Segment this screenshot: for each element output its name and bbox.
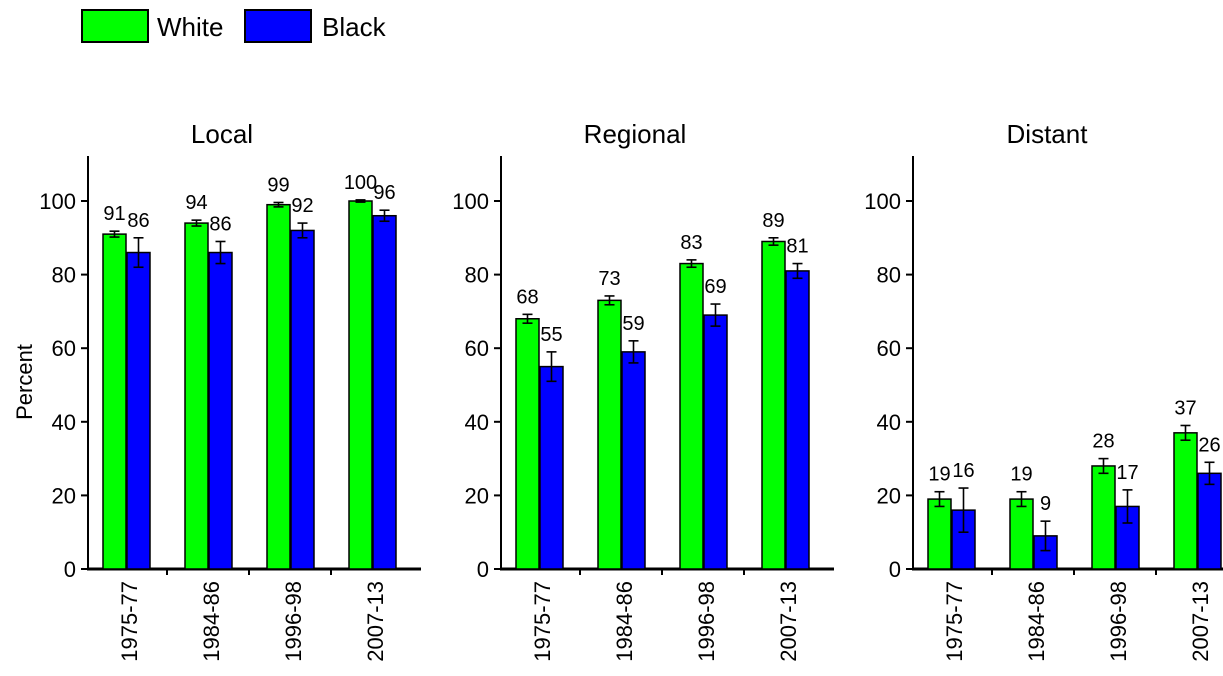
panel-regional: Regional 0 20 40 60 80 100 1975-77 1984-86 1996-9… bbox=[452, 119, 834, 662]
legend-swatch-black bbox=[244, 9, 312, 43]
bar-black-2007-13 bbox=[785, 270, 810, 570]
x-tick-label: 1996-98 bbox=[1106, 581, 1131, 662]
x-tick-label: 1984-86 bbox=[612, 581, 637, 662]
bar-white-1996-98 bbox=[1091, 465, 1116, 570]
data-label: 28 bbox=[1092, 431, 1114, 453]
bar-black-1984-86 bbox=[208, 251, 233, 570]
x-tick-label: 2007-13 bbox=[363, 581, 388, 662]
bar-black-1996-98 bbox=[290, 229, 315, 570]
bar-black-1975-77 bbox=[539, 365, 564, 570]
y-tick-label: 100 bbox=[39, 189, 76, 214]
data-label: 17 bbox=[1116, 462, 1138, 484]
panels: Local 0 20 40 60 80 100 1975-77 1984-86 1996-98 20… bbox=[39, 119, 1223, 662]
y-tick-label: 60 bbox=[877, 336, 901, 361]
data-label: 37 bbox=[1174, 397, 1196, 419]
y-tick-label: 20 bbox=[52, 483, 76, 508]
bar-black-2007-13 bbox=[372, 214, 397, 570]
y-tick-label: 20 bbox=[465, 483, 489, 508]
y-tick-label: 80 bbox=[465, 263, 489, 288]
data-label: 81 bbox=[786, 236, 808, 258]
data-label: 59 bbox=[622, 313, 644, 335]
x-tick-label: 2007-13 bbox=[1188, 581, 1213, 662]
y-tick-label: 60 bbox=[465, 336, 489, 361]
legend-swatch-white bbox=[81, 9, 149, 43]
data-label: 96 bbox=[373, 182, 395, 204]
y-axis-label: Percent bbox=[12, 344, 37, 420]
data-label: 55 bbox=[540, 324, 562, 346]
bar-black-1975-77 bbox=[126, 251, 151, 570]
panel-title: Regional bbox=[584, 119, 687, 149]
panel-local: Local 0 20 40 60 80 100 1975-77 1984-86 1996-98 20… bbox=[39, 119, 421, 662]
bar-white-1975-77 bbox=[515, 318, 540, 570]
legend: White Black bbox=[81, 9, 387, 43]
y-tick-label: 40 bbox=[877, 410, 901, 435]
data-label: 100 bbox=[344, 172, 377, 194]
data-label: 92 bbox=[291, 195, 313, 217]
bar-white-1996-98 bbox=[266, 203, 291, 570]
x-tick-label: 1996-98 bbox=[694, 581, 719, 662]
data-label: 89 bbox=[762, 210, 784, 232]
legend-label-white: White bbox=[157, 12, 223, 42]
data-label: 99 bbox=[267, 174, 289, 196]
legend-label-black: Black bbox=[322, 12, 387, 42]
panel-distant: Distant 0 20 40 60 80 100 1975-77 1984-86 1996-98… bbox=[864, 119, 1223, 662]
y-tick-label: 100 bbox=[864, 189, 901, 214]
bar-white-2007-13 bbox=[761, 240, 786, 570]
y-tick-label: 0 bbox=[889, 557, 901, 582]
data-label: 86 bbox=[209, 213, 231, 235]
y-tick-label: 80 bbox=[877, 263, 901, 288]
y-tick-label: 40 bbox=[52, 410, 76, 435]
data-label: 86 bbox=[127, 210, 149, 232]
data-label: 19 bbox=[1010, 464, 1032, 486]
y-tick-label: 40 bbox=[465, 410, 489, 435]
x-tick-label: 1984-86 bbox=[199, 581, 224, 662]
bar-black-2007-13 bbox=[1197, 472, 1222, 570]
bar-white-2007-13 bbox=[348, 200, 373, 570]
y-tick-label: 100 bbox=[452, 189, 489, 214]
data-label: 68 bbox=[516, 286, 538, 308]
bar-white-1996-98 bbox=[679, 262, 704, 570]
bar-white-2007-13 bbox=[1173, 432, 1198, 570]
bar-black-1996-98 bbox=[703, 314, 728, 570]
data-label: 69 bbox=[704, 276, 726, 298]
x-tick-label: 2007-13 bbox=[776, 581, 801, 662]
data-label: 19 bbox=[928, 464, 950, 486]
y-tick-label: 0 bbox=[64, 557, 76, 582]
bar-white-1984-86 bbox=[184, 222, 209, 570]
bar-white-1975-77 bbox=[927, 498, 952, 570]
data-label: 9 bbox=[1040, 493, 1051, 515]
data-label: 91 bbox=[103, 203, 125, 225]
x-tick-label: 1984-86 bbox=[1024, 581, 1049, 662]
data-label: 16 bbox=[952, 460, 974, 482]
bar-white-1984-86 bbox=[1009, 498, 1034, 570]
y-tick-label: 80 bbox=[52, 263, 76, 288]
x-tick-label: 1975-77 bbox=[942, 581, 967, 662]
data-label: 94 bbox=[185, 192, 207, 214]
y-tick-label: 0 bbox=[477, 557, 489, 582]
bar-white-1975-77 bbox=[102, 233, 127, 570]
y-tick-label: 60 bbox=[52, 336, 76, 361]
bar-white-1984-86 bbox=[597, 299, 622, 570]
y-tick-label: 20 bbox=[877, 483, 901, 508]
bar-black-1984-86 bbox=[621, 351, 646, 570]
x-tick-label: 1996-98 bbox=[281, 581, 306, 662]
x-tick-label: 1975-77 bbox=[117, 581, 142, 662]
data-label: 83 bbox=[680, 232, 702, 254]
data-label: 26 bbox=[1198, 434, 1220, 456]
panel-title: Distant bbox=[1007, 119, 1089, 149]
panel-title: Local bbox=[191, 119, 253, 149]
data-label: 73 bbox=[598, 268, 620, 290]
x-tick-label: 1975-77 bbox=[530, 581, 555, 662]
